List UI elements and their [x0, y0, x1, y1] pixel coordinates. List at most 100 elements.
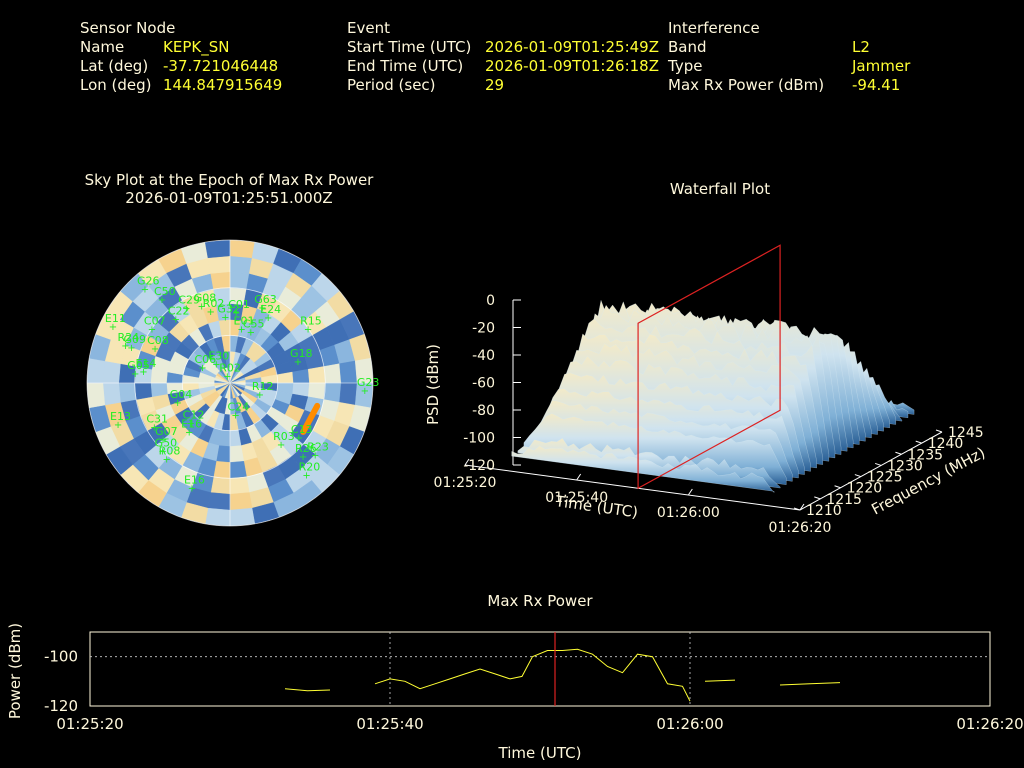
satellite-marker: +G26: [137, 275, 160, 296]
satellite-marker: +C24: [228, 400, 250, 421]
frequency-tick: [915, 440, 922, 444]
satellite-plus: +: [206, 307, 214, 318]
satellite-plus: +: [182, 303, 190, 314]
satellite-label: G18: [290, 347, 313, 360]
sky-cell: [229, 507, 256, 526]
power-time-tick: 01:25:40: [356, 715, 423, 733]
sky-cell: [229, 271, 250, 290]
satellite-plus: +: [231, 410, 239, 421]
satellite-label: G07: [155, 425, 178, 438]
satellite-marker: +R23: [307, 440, 329, 461]
interference-panel: Interference Band L2 Type Jammer Max Rx Po…: [668, 19, 910, 95]
satellite-label: C07: [144, 314, 166, 327]
satellite-label: G26: [137, 275, 160, 288]
satellite-plus: +: [361, 386, 369, 397]
sky-plot-title: Sky Plot at the Epoch of Max Rx Power 20…: [54, 171, 404, 207]
satellite-label: E24: [260, 303, 281, 316]
satellite-plus: +: [256, 390, 264, 401]
satellite-plus: +: [295, 433, 303, 444]
type-value: Jammer: [852, 57, 911, 75]
time-tick-label: 01:25:20: [434, 475, 497, 491]
sky-cell: [102, 360, 121, 384]
satellite-plus: +: [304, 324, 312, 335]
satellite-marker: +C01: [228, 298, 250, 319]
frequency-tick: [895, 451, 902, 455]
sky-cell: [308, 366, 326, 384]
power-value-tick: -100: [44, 648, 78, 666]
satellite-marker: +G23: [357, 376, 380, 397]
satellite-label: E16: [184, 474, 205, 487]
power-series-line: [704, 679, 736, 682]
satellite-plus: +: [131, 369, 139, 380]
satellite-marker: +E30: [208, 349, 229, 370]
frequency-tick-label: 1220: [847, 481, 883, 497]
satellite-plus: +: [150, 423, 158, 434]
frequency-tick: [854, 474, 862, 478]
lat-label: Lat (deg): [80, 57, 149, 75]
satellite-label: G50: [155, 436, 178, 449]
sky-cell: [210, 271, 231, 290]
psd-tick-label: 0: [486, 293, 495, 309]
satellite-label: E01: [234, 315, 255, 328]
interference-heading: Interference: [668, 19, 760, 37]
sensor-node-panel: Sensor Node Name KEPK_SN Lat (deg) -37.721…: [80, 19, 282, 95]
sky-cell: [229, 476, 250, 495]
sky-cell: [204, 240, 231, 259]
satellite-marker: +C31: [146, 413, 168, 434]
period-value: 29: [485, 76, 505, 94]
satellite-marker: +R02: [219, 362, 241, 383]
sky-cell: [210, 476, 231, 495]
satellite-marker: +R26: [295, 442, 317, 463]
psd-tick-label: -120: [463, 458, 495, 474]
satellite-marker: +G50: [155, 436, 178, 457]
jammer-marker: [300, 402, 321, 435]
satellite-plus: +: [158, 295, 166, 306]
psd-tick-label: -80: [472, 403, 495, 419]
satellite-marker: +C12: [183, 408, 205, 429]
sky-plot-title-text: Sky Plot at the Epoch of Max Rx Power: [84, 171, 374, 189]
band-value: L2: [852, 38, 870, 56]
max-rx-value: -94.41: [852, 76, 901, 94]
satellite-label: R23: [307, 440, 329, 453]
power-plot-frame: [89, 631, 991, 707]
satellite-label: G05: [127, 359, 150, 372]
power-series-line: [284, 688, 331, 692]
satellite-plus: +: [299, 452, 307, 463]
frequency-tick: [834, 485, 841, 489]
satellite-label: R12: [252, 380, 274, 393]
satellite-plus: +: [311, 450, 319, 461]
event-heading: Event: [347, 19, 390, 37]
satellite-plus: +: [174, 398, 182, 409]
power-series-line: [374, 648, 691, 702]
satellite-label: R20: [299, 460, 321, 473]
time-tick: [576, 473, 582, 481]
psd-axis-label: PSD (dBm): [424, 344, 442, 425]
frequency-tick-label: 1240: [928, 436, 964, 452]
satellite-marker: +G05: [127, 359, 150, 380]
satellite-marker: +E01: [234, 315, 255, 336]
satellite-plus: +: [223, 372, 231, 383]
frequency-tick-label: 1210: [806, 503, 842, 519]
epoch-marker-plane: [637, 244, 781, 490]
frequency-tick: [874, 462, 882, 466]
satellite-marker: +R08: [159, 444, 181, 465]
satellite-marker: +C55: [243, 317, 265, 338]
frequency-tick-label: 1215: [826, 492, 862, 508]
satellite-marker: +E16: [181, 418, 202, 439]
power-series-line: [779, 682, 841, 686]
satellite-marker: +C22: [168, 304, 190, 325]
satellite-marker: +E24: [260, 303, 281, 324]
satellite-plus: +: [148, 324, 156, 335]
satellite-label: G32: [217, 302, 240, 315]
satellite-marker: +G63: [254, 293, 277, 314]
satellite-marker: +E14: [135, 357, 156, 378]
satellite-label: C08: [147, 334, 169, 347]
sky-cell: [229, 461, 247, 479]
band-label: Band: [668, 38, 707, 56]
time-tick-label: 01:25:40: [545, 490, 608, 506]
satellite-plus: +: [172, 314, 180, 325]
satellite-label: R26: [295, 442, 317, 455]
satellite-label: C55: [243, 317, 265, 330]
sky-cell: [204, 507, 231, 526]
